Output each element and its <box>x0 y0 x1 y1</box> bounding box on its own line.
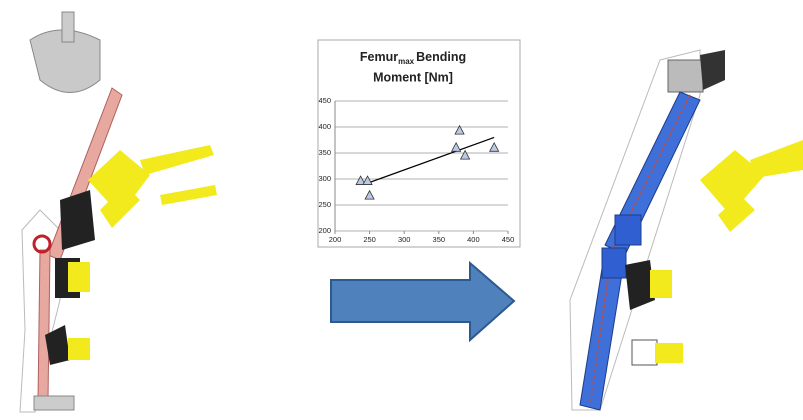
x-tick-label: 200 <box>329 235 342 244</box>
y-tick-label: 350 <box>318 148 331 157</box>
chart-title: Moment [Nm] <box>373 70 453 84</box>
page: FemurmaxBending Moment [Nm] 200 250 300 350… <box>0 0 803 420</box>
right-illustration <box>570 50 803 410</box>
x-tick-label: 250 <box>363 235 376 244</box>
y-tick-label: 300 <box>318 174 331 183</box>
x-tick-label: 300 <box>398 235 411 244</box>
arrow <box>331 263 514 340</box>
y-tick-label: 250 <box>318 200 331 209</box>
x-tick-label: 400 <box>467 235 480 244</box>
figure: FemurmaxBending Moment [Nm] 200 250 300 350… <box>0 0 803 420</box>
title-text: Femur <box>360 50 398 64</box>
y-tick-label: 450 <box>318 96 331 105</box>
x-tick-label: 350 <box>433 235 446 244</box>
y-tick-label: 400 <box>318 122 331 131</box>
title-subscript: max <box>398 57 415 66</box>
title-text: Bending <box>416 50 466 64</box>
x-tick-label: 450 <box>502 235 515 244</box>
y-tick-label: 200 <box>318 226 331 235</box>
left-illustration <box>20 12 217 412</box>
